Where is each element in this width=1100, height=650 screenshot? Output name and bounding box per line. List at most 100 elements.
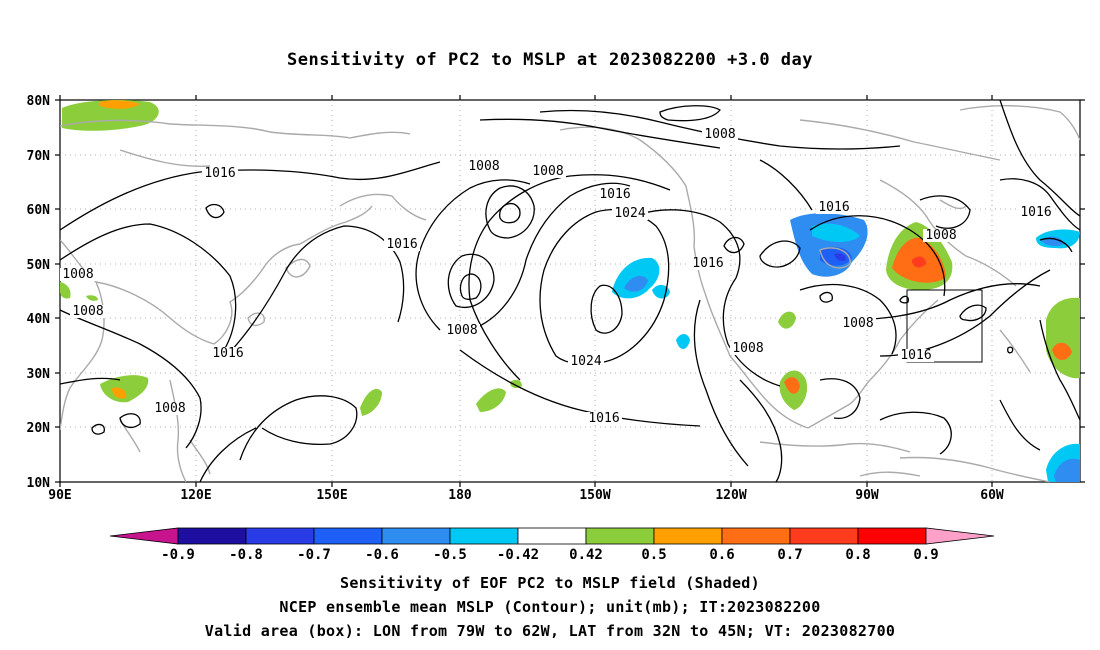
shade-positive — [912, 256, 926, 268]
contour-label-bg — [210, 347, 246, 360]
colorbar-segment — [721, 527, 791, 545]
colorbar-segment — [381, 527, 451, 545]
contour-label: 1008 — [842, 316, 873, 331]
colorbar-tick-label: -0.6 — [365, 547, 399, 563]
contour-label: 1008 — [446, 323, 477, 338]
colorbar-segment — [585, 527, 655, 545]
contour-label-bg — [60, 268, 96, 281]
shade-positive — [784, 377, 800, 394]
footer-line-2: NCEP ensemble mean MSLP (Contour); unit(… — [279, 598, 821, 616]
contour-label: 1024 — [614, 206, 645, 221]
lat-axis-labels: 80N 70N 60N 50N 40N 30N 20N 10N — [27, 94, 51, 491]
contour-label: 1008 — [532, 164, 563, 179]
shade-negative — [1054, 458, 1080, 482]
contour-label-bg — [152, 402, 188, 415]
contour-label-bg — [1018, 206, 1054, 219]
contour-label: 1016 — [599, 187, 630, 202]
contour-label: 1016 — [692, 256, 723, 271]
shade-positive — [86, 295, 98, 301]
contour-label-bg — [70, 305, 106, 318]
colorbar-segment — [313, 527, 383, 545]
contour-label: 1008 — [732, 341, 763, 356]
contour-label: 1008 — [62, 267, 93, 282]
contour-labels: 1016 1008 1008 1016 1024 1016 1016 1016 1008 1008… — [60, 127, 1054, 426]
contour-label-bg — [530, 165, 566, 178]
colorbar-segment — [857, 527, 927, 545]
colorbar-tick-label: 0.9 — [913, 547, 938, 563]
lon-label-90E: 90E — [48, 488, 71, 503]
colorbar-tick-label: 0.5 — [641, 547, 666, 563]
contour-label-bg — [690, 257, 726, 270]
contour-label-bg — [444, 324, 480, 337]
contour-label: 1016 — [588, 411, 619, 426]
footer-line-3: Valid area (box): LON from 79W to 62W, L… — [204, 622, 896, 640]
colorbar-tick-label: -0.5 — [433, 547, 467, 563]
colorbar-tick-label: 0.42 — [569, 547, 603, 563]
contour-label-bg — [612, 207, 648, 220]
colorbar — [109, 527, 995, 545]
valid-area-box — [906, 289, 983, 363]
colorbar-tick-label: 0.7 — [777, 547, 802, 563]
colorbar-segment — [517, 527, 587, 545]
colorbar-segment — [653, 527, 723, 545]
contour-label: 1008 — [925, 228, 956, 243]
lon-label-60W: 60W — [980, 488, 1004, 503]
map-frame — [59, 99, 1081, 483]
contour-label: 1008 — [154, 401, 185, 416]
contour-label: 1016 — [386, 237, 417, 252]
shade-positive — [112, 387, 127, 399]
colorbar-tick-label: 0.6 — [709, 547, 734, 563]
contour-label-bg — [898, 349, 934, 362]
contour-label-bg — [384, 238, 420, 251]
shade-positive — [1046, 297, 1080, 379]
contour-label-bg — [730, 342, 766, 355]
colorbar-segment — [449, 527, 519, 545]
contour-label: 1016 — [212, 346, 243, 361]
contour-label: 1016 — [818, 200, 849, 215]
shade-positive — [1052, 342, 1072, 360]
colorbar-tick-label: -0.7 — [297, 547, 331, 563]
contour-label: 1008 — [72, 304, 103, 319]
colorbar-tick-label: -0.42 — [497, 547, 539, 563]
lat-label-40N: 40N — [27, 312, 51, 327]
footer-line-1: Sensitivity of EOF PC2 to MSLP field (Sh… — [340, 574, 760, 592]
contour-label-bg — [202, 167, 238, 180]
shade-positive — [100, 375, 149, 403]
contour-label: 1016 — [1020, 205, 1051, 220]
lat-label-60N: 60N — [27, 203, 51, 218]
contour-label: 1016 — [204, 166, 235, 181]
lon-label-150W: 150W — [579, 488, 610, 503]
colorbar-tick-label: -0.9 — [161, 547, 195, 563]
colorbar-segment — [177, 527, 247, 545]
colorbar-high-arrow — [925, 527, 995, 545]
shade-negative — [676, 334, 690, 350]
contour-label-bg — [923, 229, 959, 242]
shade-positive — [62, 100, 159, 131]
colorbar-tick-label: 0.8 — [845, 547, 870, 563]
lon-label-120E: 120E — [180, 488, 211, 503]
lon-axis-labels: 90E 120E 150E 180 150W 120W 90W 60W — [48, 488, 1004, 503]
mslp-contours — [60, 100, 1080, 482]
shade-positive — [476, 388, 506, 412]
shade-negative — [834, 253, 846, 261]
contour-label: 1024 — [570, 354, 601, 369]
shaded-regions — [60, 100, 1080, 482]
shade-negative — [812, 223, 860, 242]
contour-label-bg — [466, 160, 502, 173]
contour-label-bg — [586, 412, 622, 425]
shade-negative — [624, 275, 648, 292]
shade-positive — [60, 282, 71, 299]
lat-label-30N: 30N — [27, 367, 51, 382]
lon-label-120W: 120W — [715, 488, 746, 503]
contour-label: 1008 — [704, 127, 735, 142]
shade-positive — [360, 388, 382, 416]
shade-positive — [100, 100, 140, 109]
colorbar-segment — [245, 527, 315, 545]
shade-positive — [778, 311, 796, 329]
lat-label-20N: 20N — [27, 421, 51, 436]
lon-label-150E: 150E — [316, 488, 347, 503]
lat-label-70N: 70N — [27, 149, 51, 164]
colorbar-low-arrow — [109, 527, 179, 545]
colorbar-labels: -0.9 -0.8 -0.7 -0.6 -0.5 -0.42 0.42 0.5 0.6 0.7 0.… — [161, 547, 939, 563]
